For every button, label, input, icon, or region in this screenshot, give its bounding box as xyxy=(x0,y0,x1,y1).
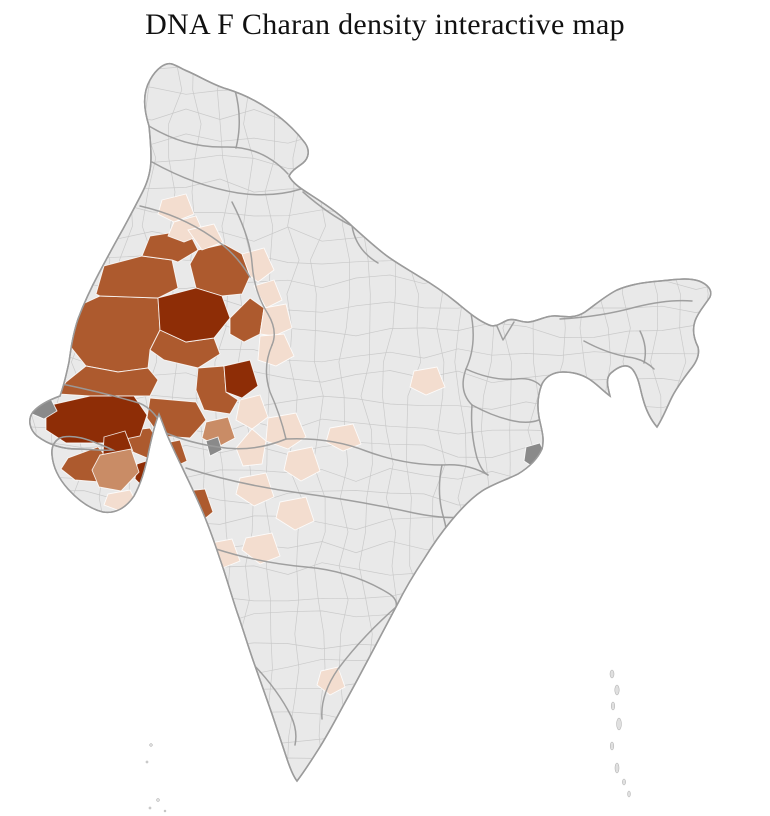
district-ahmednagar[interactable] xyxy=(172,518,210,553)
lakshadweep-islands[interactable] xyxy=(145,743,167,813)
andaman-islands[interactable] xyxy=(609,669,631,798)
district-low-mp-b[interactable] xyxy=(235,472,275,507)
district-low-alwar[interactable] xyxy=(259,303,293,337)
district-low-maharashtra-b[interactable] xyxy=(241,532,281,565)
district-bikaner[interactable] xyxy=(95,255,179,299)
district-low-haryana-a[interactable] xyxy=(241,247,275,283)
district-kathiawar-mid[interactable] xyxy=(91,448,140,492)
district-low-mp-c[interactable] xyxy=(275,496,315,531)
district-low-kota[interactable] xyxy=(265,412,307,450)
district-low-mp-a[interactable] xyxy=(283,446,321,482)
district-ajmer-dark[interactable] xyxy=(223,359,259,399)
district-low-punjab-c[interactable] xyxy=(187,223,224,251)
district-low-central-mp[interactable] xyxy=(325,423,362,452)
district-jaisalmer[interactable] xyxy=(69,295,161,373)
district-churu-dark[interactable] xyxy=(157,287,231,343)
india-coastline xyxy=(29,62,712,783)
district-low-uttarpradesh[interactable] xyxy=(409,366,446,396)
district-surat[interactable] xyxy=(154,478,179,506)
district-low-jaipur-east[interactable] xyxy=(257,333,295,367)
district-low-bhilwara[interactable] xyxy=(235,394,269,430)
page-title: DNA F Charan density interactive map xyxy=(145,8,625,41)
district-low-delhi[interactable] xyxy=(253,279,283,309)
district-mumbai-dark[interactable] xyxy=(146,496,170,539)
district-kutch-dark[interactable] xyxy=(45,395,148,444)
